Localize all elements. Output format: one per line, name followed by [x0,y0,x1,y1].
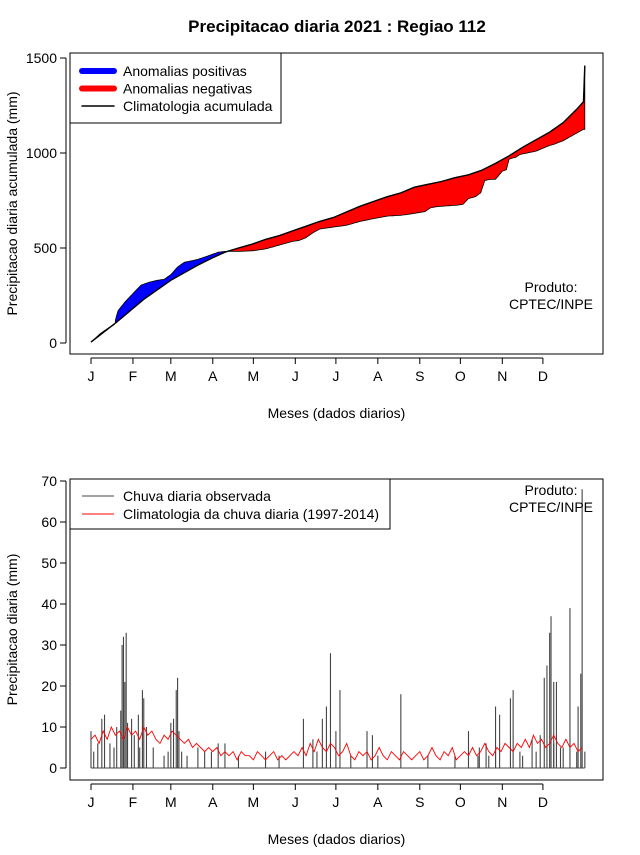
bottom-legend-label: Chuva diaria observada [123,488,271,504]
top-legend: Anomalias positivas Anomalias negativasCl… [69,52,282,124]
top-annotation-line: Produto: [525,279,578,295]
top-x-tick-label: F [129,368,138,384]
top-x-tick-label: N [497,368,507,384]
bottom-x-tick-label: J [292,794,299,810]
bottom-y-tick-label: 60 [41,514,57,530]
bottom-legend-box [69,478,391,530]
bottom-x-tick-label: F [129,794,138,810]
top-legend-label: Anomalias positivas [123,63,247,79]
top-x-tick-label: O [455,368,466,384]
bottom-x-tick-label: J [332,794,339,810]
bottom-y-axis-title: Precipitacao diaria (mm) [4,554,20,706]
bottom-x-tick-label: D [538,794,548,810]
top-y-tick-label: 1000 [26,145,57,161]
bottom-y-tick-label: 70 [41,473,57,489]
bottom-legend-label: Climatologia da chuva diaria (1997-2014) [123,506,379,522]
bottom-legend: Chuva diaria observada Climatologia da ch… [69,478,391,530]
bottom-y-tick-label: 40 [41,596,57,612]
bottom-x-tick-label: N [497,794,507,810]
bottom-x-tick-label: A [373,794,383,810]
daily-precipitation-chart: 0 10 20 30 40 50 60 70 J F M A M J J A S O N D Meses (dados … [4,473,604,847]
top-x-tick-label: A [208,368,218,384]
top-x-tick-label: S [415,368,424,384]
bottom-y-tick-label: 30 [41,637,57,653]
bottom-y-tick-label: 10 [41,719,57,735]
top-plot-border [69,52,604,355]
top-x-tick-label: D [538,368,548,384]
bottom-y-tick-label: 0 [49,760,57,776]
top-x-tick-label: A [373,368,383,384]
bottom-y-tick-label: 50 [41,555,57,571]
top-y-tick-label: 1500 [26,50,57,66]
bottom-x-axis-title: Meses (dados diarios) [268,831,406,847]
bottom-y-tick-label: 20 [41,678,57,694]
top-x-axis-title: Meses (dados diarios) [268,405,406,421]
bottom-x-tick-label: M [248,794,260,810]
bottom-x-tick-label: J [88,794,95,810]
climatology-cumulative-line [90,65,586,343]
top-y-axis-title: Precipitacao diaria acumulada (mm) [4,91,20,315]
top-x-tick-label: J [88,368,95,384]
cumulative-precipitation-chart: Precipitacao diaria 2021 : Regiao 112 0 50… [4,17,604,421]
bottom-x-tick-label: O [455,794,466,810]
top-x-tick-label: J [332,368,339,384]
top-x-tick-label: J [292,368,299,384]
top-legend-label: Anomalias negativas [123,81,252,97]
top-x-tick-label: M [248,368,260,384]
top-x-tick-label: M [165,368,177,384]
top-y-tick-label: 0 [49,335,57,351]
bottom-annotation-line: CPTEC/INPE [509,499,593,515]
climatology-daily-line [90,725,583,761]
positive-anomaly-area [115,250,227,324]
bottom-annotation-line: Produto: [525,482,578,498]
top-legend-label: Climatologia acumulada [123,98,273,114]
top-y-tick-label: 500 [34,240,58,256]
bottom-x-tick-label: A [208,794,218,810]
bottom-x-tick-label: M [165,794,177,810]
bottom-x-tick-label: S [415,794,424,810]
top-chart-title: Precipitacao diaria 2021 : Regiao 112 [188,17,486,36]
top-annotation-line: CPTEC/INPE [509,296,593,312]
